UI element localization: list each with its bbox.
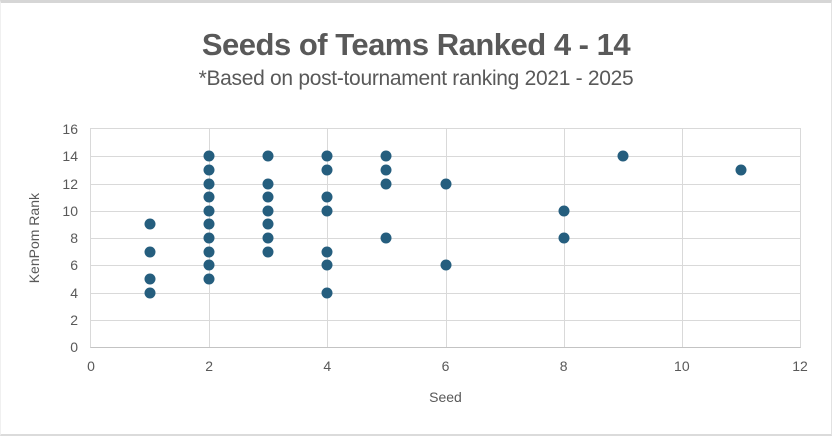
data-point [321,191,333,203]
y-tick-label: 2 [70,311,78,328]
data-point [321,246,333,258]
y-tick-label: 0 [70,339,78,355]
data-point [203,232,215,244]
x-tick-label: 6 [441,358,450,374]
data-point [321,205,333,217]
y-axis-title: KenPom Rank [26,192,42,284]
data-point [735,164,747,176]
data-point [262,205,274,217]
x-tick-label: 2 [205,358,214,374]
data-point [440,259,451,271]
y-tick-label: 16 [62,121,78,137]
data-point [262,246,274,258]
data-point [380,178,392,189]
v-gridline [327,129,329,347]
data-point [262,178,274,189]
data-point [380,150,392,162]
y-tick-label: 10 [62,202,78,219]
data-point [321,259,333,271]
data-point [321,287,333,298]
v-gridline [445,129,447,347]
data-point [203,205,215,217]
x-tick-label: 0 [87,358,95,374]
plot-area: KenPom Rank Seed 0 2 4 6 8 10 12 14 16 0 2 4 6 8 10 12 [26,121,808,405]
data-point [203,164,215,176]
data-point [558,232,570,244]
data-point [203,191,215,203]
y-tick-label: 12 [62,175,78,192]
y-tick-label: 4 [70,284,78,301]
data-point [144,287,156,298]
v-gridline [681,129,683,347]
data-point [262,218,274,230]
x-tick-label: 4 [323,358,332,374]
data-point [380,164,392,176]
data-point [617,150,629,162]
y-tick-label: 6 [70,257,78,274]
data-point [144,246,156,258]
data-point [380,232,392,244]
data-point [203,259,215,271]
y-tick-label: 8 [70,230,78,246]
data-point [144,273,156,285]
data-point [321,164,333,176]
data-point [262,150,274,162]
data-point [262,191,274,203]
chart-title: Seeds of Teams Ranked 4 - 14 [201,27,631,62]
x-tick-label: 12 [792,358,808,374]
y-tick-label: 14 [62,148,78,165]
data-point [203,246,215,258]
x-tick-label: 10 [674,358,690,374]
data-point [203,178,215,189]
data-point [203,218,215,230]
x-tick-label: 8 [559,358,568,374]
x-axis-title: Seed [429,389,462,405]
y-axis-title-box: KenPom Rank [23,129,45,347]
data-point [262,232,274,244]
data-point [144,218,156,230]
data-point [321,150,333,162]
data-point [203,150,215,162]
data-point [203,273,215,285]
chart-subtitle: *Based on post-tournament ranking 2021 -… [198,67,634,90]
data-point [558,205,570,217]
data-point [440,178,451,189]
